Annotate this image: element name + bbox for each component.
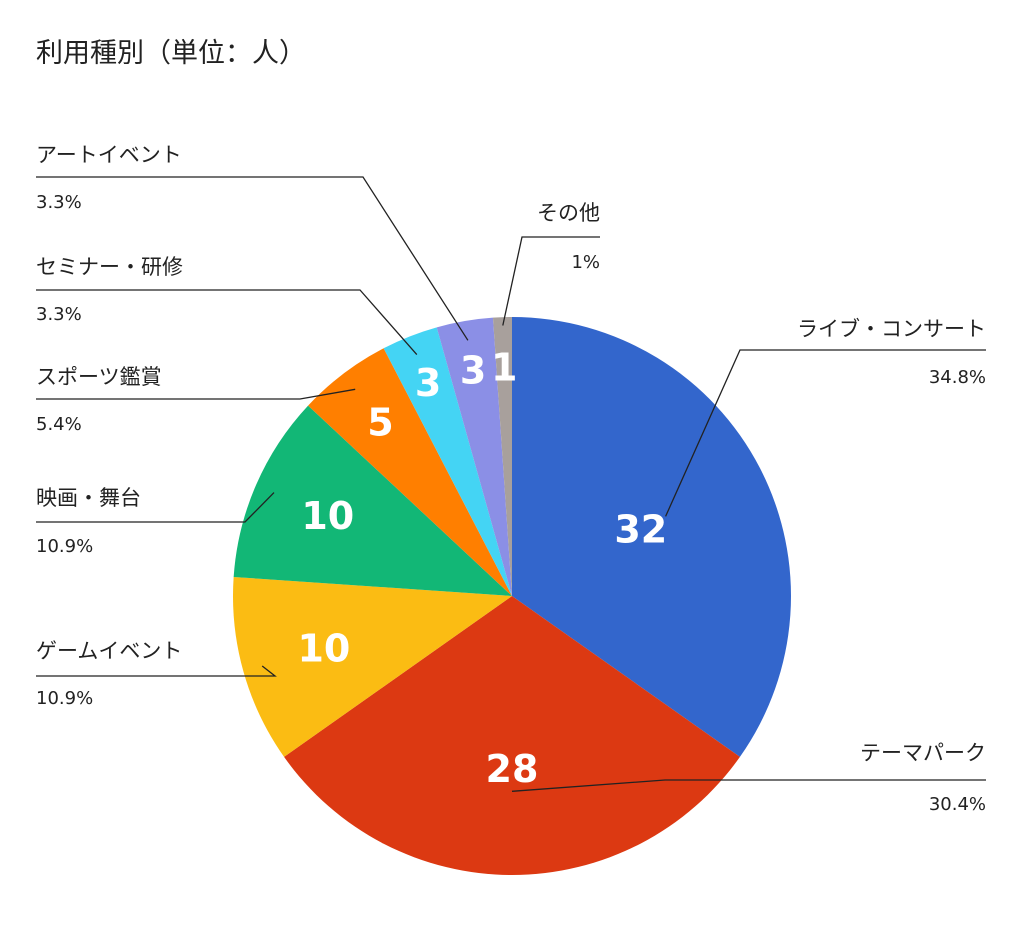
- chart-title: 利用種別（単位：人）: [36, 38, 306, 69]
- pie-slice-7: [492, 317, 512, 596]
- value-label-6: 3: [460, 349, 486, 393]
- leader-line-3: [36, 492, 275, 523]
- value-label-0: 32: [614, 507, 667, 551]
- leader-line-0: [665, 349, 986, 517]
- category-label-7: その他: [537, 201, 600, 225]
- leader-line-1: [511, 779, 986, 792]
- pie-slice-2: [233, 576, 512, 757]
- leader-line-2: [36, 665, 277, 677]
- value-label-3: 10: [301, 494, 354, 538]
- value-label-4: 5: [367, 401, 393, 445]
- value-label-1: 28: [486, 747, 539, 791]
- value-label-5: 3: [415, 361, 441, 405]
- category-label-5: セミナー・研修: [36, 255, 183, 279]
- category-label-1: テーマパーク: [860, 741, 986, 765]
- pie-slices: [233, 317, 791, 875]
- pie-slice-5: [383, 327, 512, 596]
- percent-label-3: 10.9%: [36, 536, 93, 557]
- percent-label-7: 1%: [571, 252, 600, 273]
- leader-line-5: [36, 289, 418, 356]
- value-label-2: 10: [297, 627, 350, 671]
- percent-label-4: 5.4%: [36, 414, 82, 435]
- pie-slice-3: [233, 405, 512, 596]
- leader-line-6: [36, 176, 469, 341]
- callout-labels: ライブ・コンサート 34.8% テーマパーク 30.4% ゲームイベント 10.9% 映画・…: [36, 143, 986, 815]
- leader-line-7: [502, 236, 600, 326]
- pie-slice-6: [436, 317, 512, 596]
- percent-label-0: 34.8%: [929, 367, 986, 388]
- percent-label-1: 30.4%: [929, 794, 986, 815]
- leader-line-4: [36, 388, 356, 400]
- category-label-2: ゲームイベント: [36, 639, 182, 663]
- percent-label-5: 3.3%: [36, 304, 82, 325]
- category-label-0: ライブ・コンサート: [797, 317, 986, 341]
- category-label-3: 映画・舞台: [36, 486, 141, 510]
- pie-slice-4: [308, 348, 512, 596]
- value-label-7: 1: [491, 345, 517, 389]
- percent-label-6: 3.3%: [36, 192, 82, 213]
- category-label-4: スポーツ鑑賞: [36, 365, 162, 389]
- category-label-6: アートイベント: [36, 143, 182, 167]
- pie-slice-1: [284, 596, 740, 875]
- percent-label-2: 10.9%: [36, 688, 93, 709]
- pie-slice-0: [512, 317, 791, 757]
